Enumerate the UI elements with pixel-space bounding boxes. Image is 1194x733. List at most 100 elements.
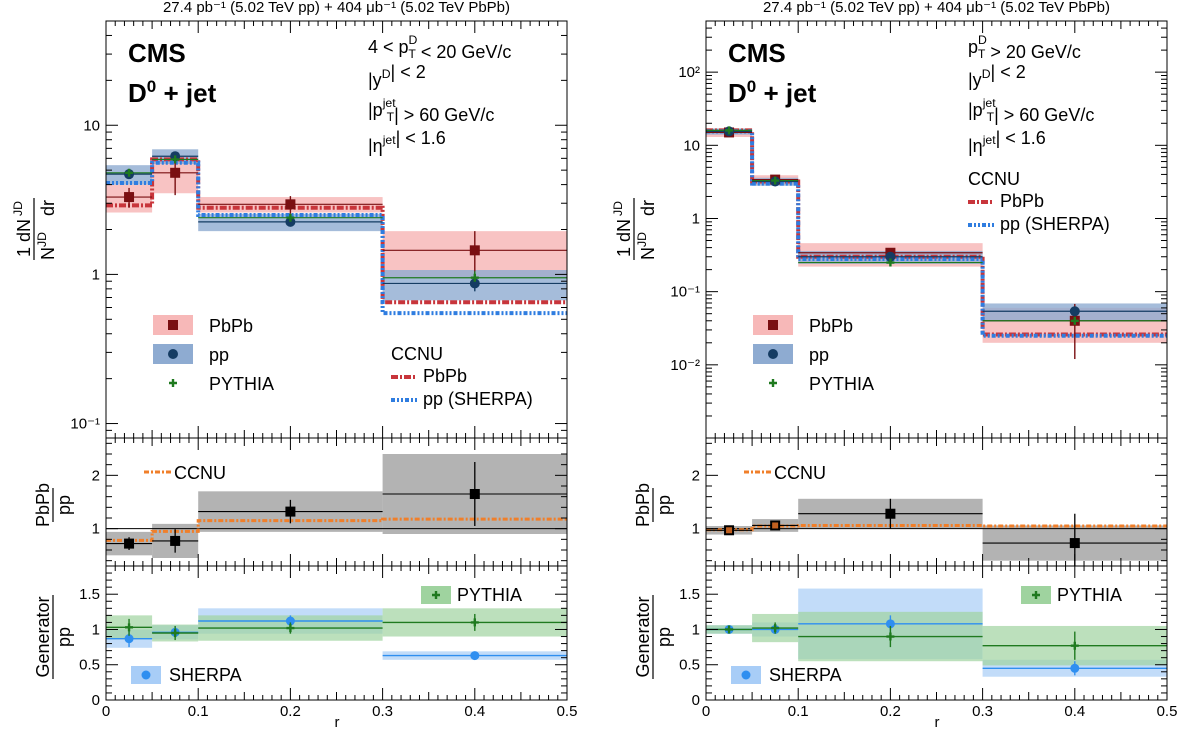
y-tick-label: 10⁻²	[670, 357, 700, 374]
cut-y: |yD| < 2	[368, 62, 426, 90]
luminosity-header: 27.4 pb⁻¹ (5.02 TeV pp) + 404 μb⁻¹ (5.02…	[763, 0, 1110, 16]
y-tick-label: 1	[692, 621, 700, 638]
x-tick-label: 0.2	[880, 703, 901, 720]
y-axis-title-top: 1 dN JD NJD dr	[11, 198, 58, 260]
cut-jet-pt: |pjet T| > 60 GeV/c	[368, 96, 494, 125]
y-title-part: NJD	[35, 232, 58, 260]
top-pad: 10⁻¹ 1 10	[70, 20, 568, 439]
y-tick-label: 10²	[678, 64, 700, 81]
y-tick-label: 0	[692, 692, 700, 709]
kinematic-cuts: 4 < pD T < 20 GeV/c|yD| < 2 |pjet T| > 60 G…	[368, 33, 511, 156]
y-title-part: Generator	[33, 596, 53, 677]
y-title-part: 1	[14, 247, 34, 257]
x-tick-label: 0.3	[372, 703, 393, 720]
ccnu-pp-curve	[106, 160, 567, 316]
y-title-part: Generator	[633, 596, 653, 677]
ratio-point	[285, 506, 296, 517]
y-tick-label: 1	[92, 621, 100, 638]
y-tick-label: 1	[92, 521, 100, 538]
legend-label-pythia-ratio: PYTHIA	[457, 585, 522, 605]
legend-label-pythia-ratio: PYTHIA	[1057, 585, 1122, 605]
ratio-pad: 12	[92, 437, 568, 567]
experiment-label: CMS	[128, 38, 186, 68]
generator-pad: 0 0.5 1 1.5	[79, 565, 568, 709]
y-title-part: dN	[614, 219, 634, 242]
pythia-ratio-point	[125, 623, 134, 632]
legend-marker-pp	[768, 349, 778, 359]
y-axis-title-ratio: PbPb pp	[633, 483, 674, 527]
y-tick-label: 1	[692, 210, 700, 227]
y-title-part: pp	[654, 627, 674, 647]
legend-label-pbpb: PbPb	[809, 316, 853, 336]
experiment-label: CMS	[728, 38, 786, 68]
y-title-part: dr	[38, 200, 58, 216]
legend-ccnu-title: CCNU	[391, 344, 443, 364]
y-title-part: pp	[54, 627, 74, 647]
ratio-point	[1069, 538, 1080, 549]
cut-jet-pt: |pjet T| > 60 GeV/c	[968, 96, 1094, 125]
y-axis-title-generator: Generator pp	[633, 595, 674, 679]
y-title-part: JD	[11, 201, 25, 216]
pbpb-point	[124, 192, 135, 203]
legend-label-sherpa: SHERPA	[769, 665, 842, 685]
pp-point	[285, 216, 296, 227]
y-tick-label: 10	[683, 137, 700, 154]
pbpb-point	[285, 199, 296, 210]
y-title-part: PbPb	[33, 483, 53, 527]
y-title-part: pp	[54, 495, 74, 515]
y-tick-label: 10	[83, 117, 100, 134]
y-axis-title-top: 1 dN JD NJD dr	[611, 198, 658, 260]
ratio-point	[170, 535, 181, 546]
cut-eta: |ηjet| < 1.6	[968, 128, 1046, 156]
x-tick-label: 0.1	[188, 703, 209, 720]
legend-ccnu-title: CCNU	[968, 169, 1020, 189]
ratio-point	[124, 538, 135, 549]
y-title-part: JD	[611, 201, 625, 216]
ratio-point	[885, 508, 896, 519]
legend-label-ccnu-ratio: CCNU	[774, 463, 826, 483]
process-label: D0 + jet	[128, 77, 217, 108]
sherpa-point	[1070, 663, 1080, 673]
y-title-part: pp	[654, 495, 674, 515]
kinematic-cuts: pD T > 20 GeV/c|yD| < 2 |pjet T| > 60 GeV/c…	[968, 33, 1094, 156]
legend-marker-pbpb	[168, 320, 178, 330]
legend-label-ccnu-pp: pp (SHERPA)	[423, 389, 533, 409]
ccnu-pp-curve	[706, 129, 1167, 338]
pythia-point	[125, 168, 134, 177]
sherpa-point	[124, 634, 134, 644]
legend-marker-pythia-ratio	[432, 591, 440, 599]
y-tick-label: 1	[692, 521, 700, 538]
cut-pt: pD T > 20 GeV/c	[968, 33, 1081, 62]
pythia-ratio-point	[771, 624, 780, 633]
pythia-point	[171, 155, 180, 164]
legend-label-pbpb: PbPb	[209, 316, 253, 336]
sherpa-point	[285, 616, 295, 626]
legend-marker-pythia	[169, 379, 177, 387]
y-tick-label: 2	[92, 467, 100, 484]
pythia-ratio-point	[470, 618, 479, 627]
legend-label-pp: pp	[809, 345, 829, 365]
ccnu-ratio-curve	[106, 517, 567, 542]
cut-y: |yD| < 2	[968, 62, 1026, 90]
ratio-point-inner	[726, 527, 733, 534]
y-axis-title-ratio: PbPb pp	[33, 483, 74, 527]
y-title-part: NJD	[635, 232, 658, 260]
cut-pt: 4 < pD T < 20 GeV/c	[368, 33, 511, 62]
pythia-ratio-point	[1070, 641, 1079, 650]
x-tick-label: 0.1	[788, 703, 809, 720]
x-tick-label: 0.4	[1064, 703, 1085, 720]
pp-point	[885, 251, 896, 262]
x-tick-label: 0.5	[557, 703, 578, 720]
top-pad: 10⁻² 10⁻¹ 1 10 10²	[670, 20, 1168, 439]
y-tick-label: 1.5	[79, 586, 100, 603]
pythia-point	[1070, 316, 1079, 325]
pbpb-point	[469, 245, 480, 256]
legend-label-pp: pp	[209, 345, 229, 365]
pythia-point	[286, 213, 295, 222]
legend-label-pythia: PYTHIA	[209, 374, 274, 394]
